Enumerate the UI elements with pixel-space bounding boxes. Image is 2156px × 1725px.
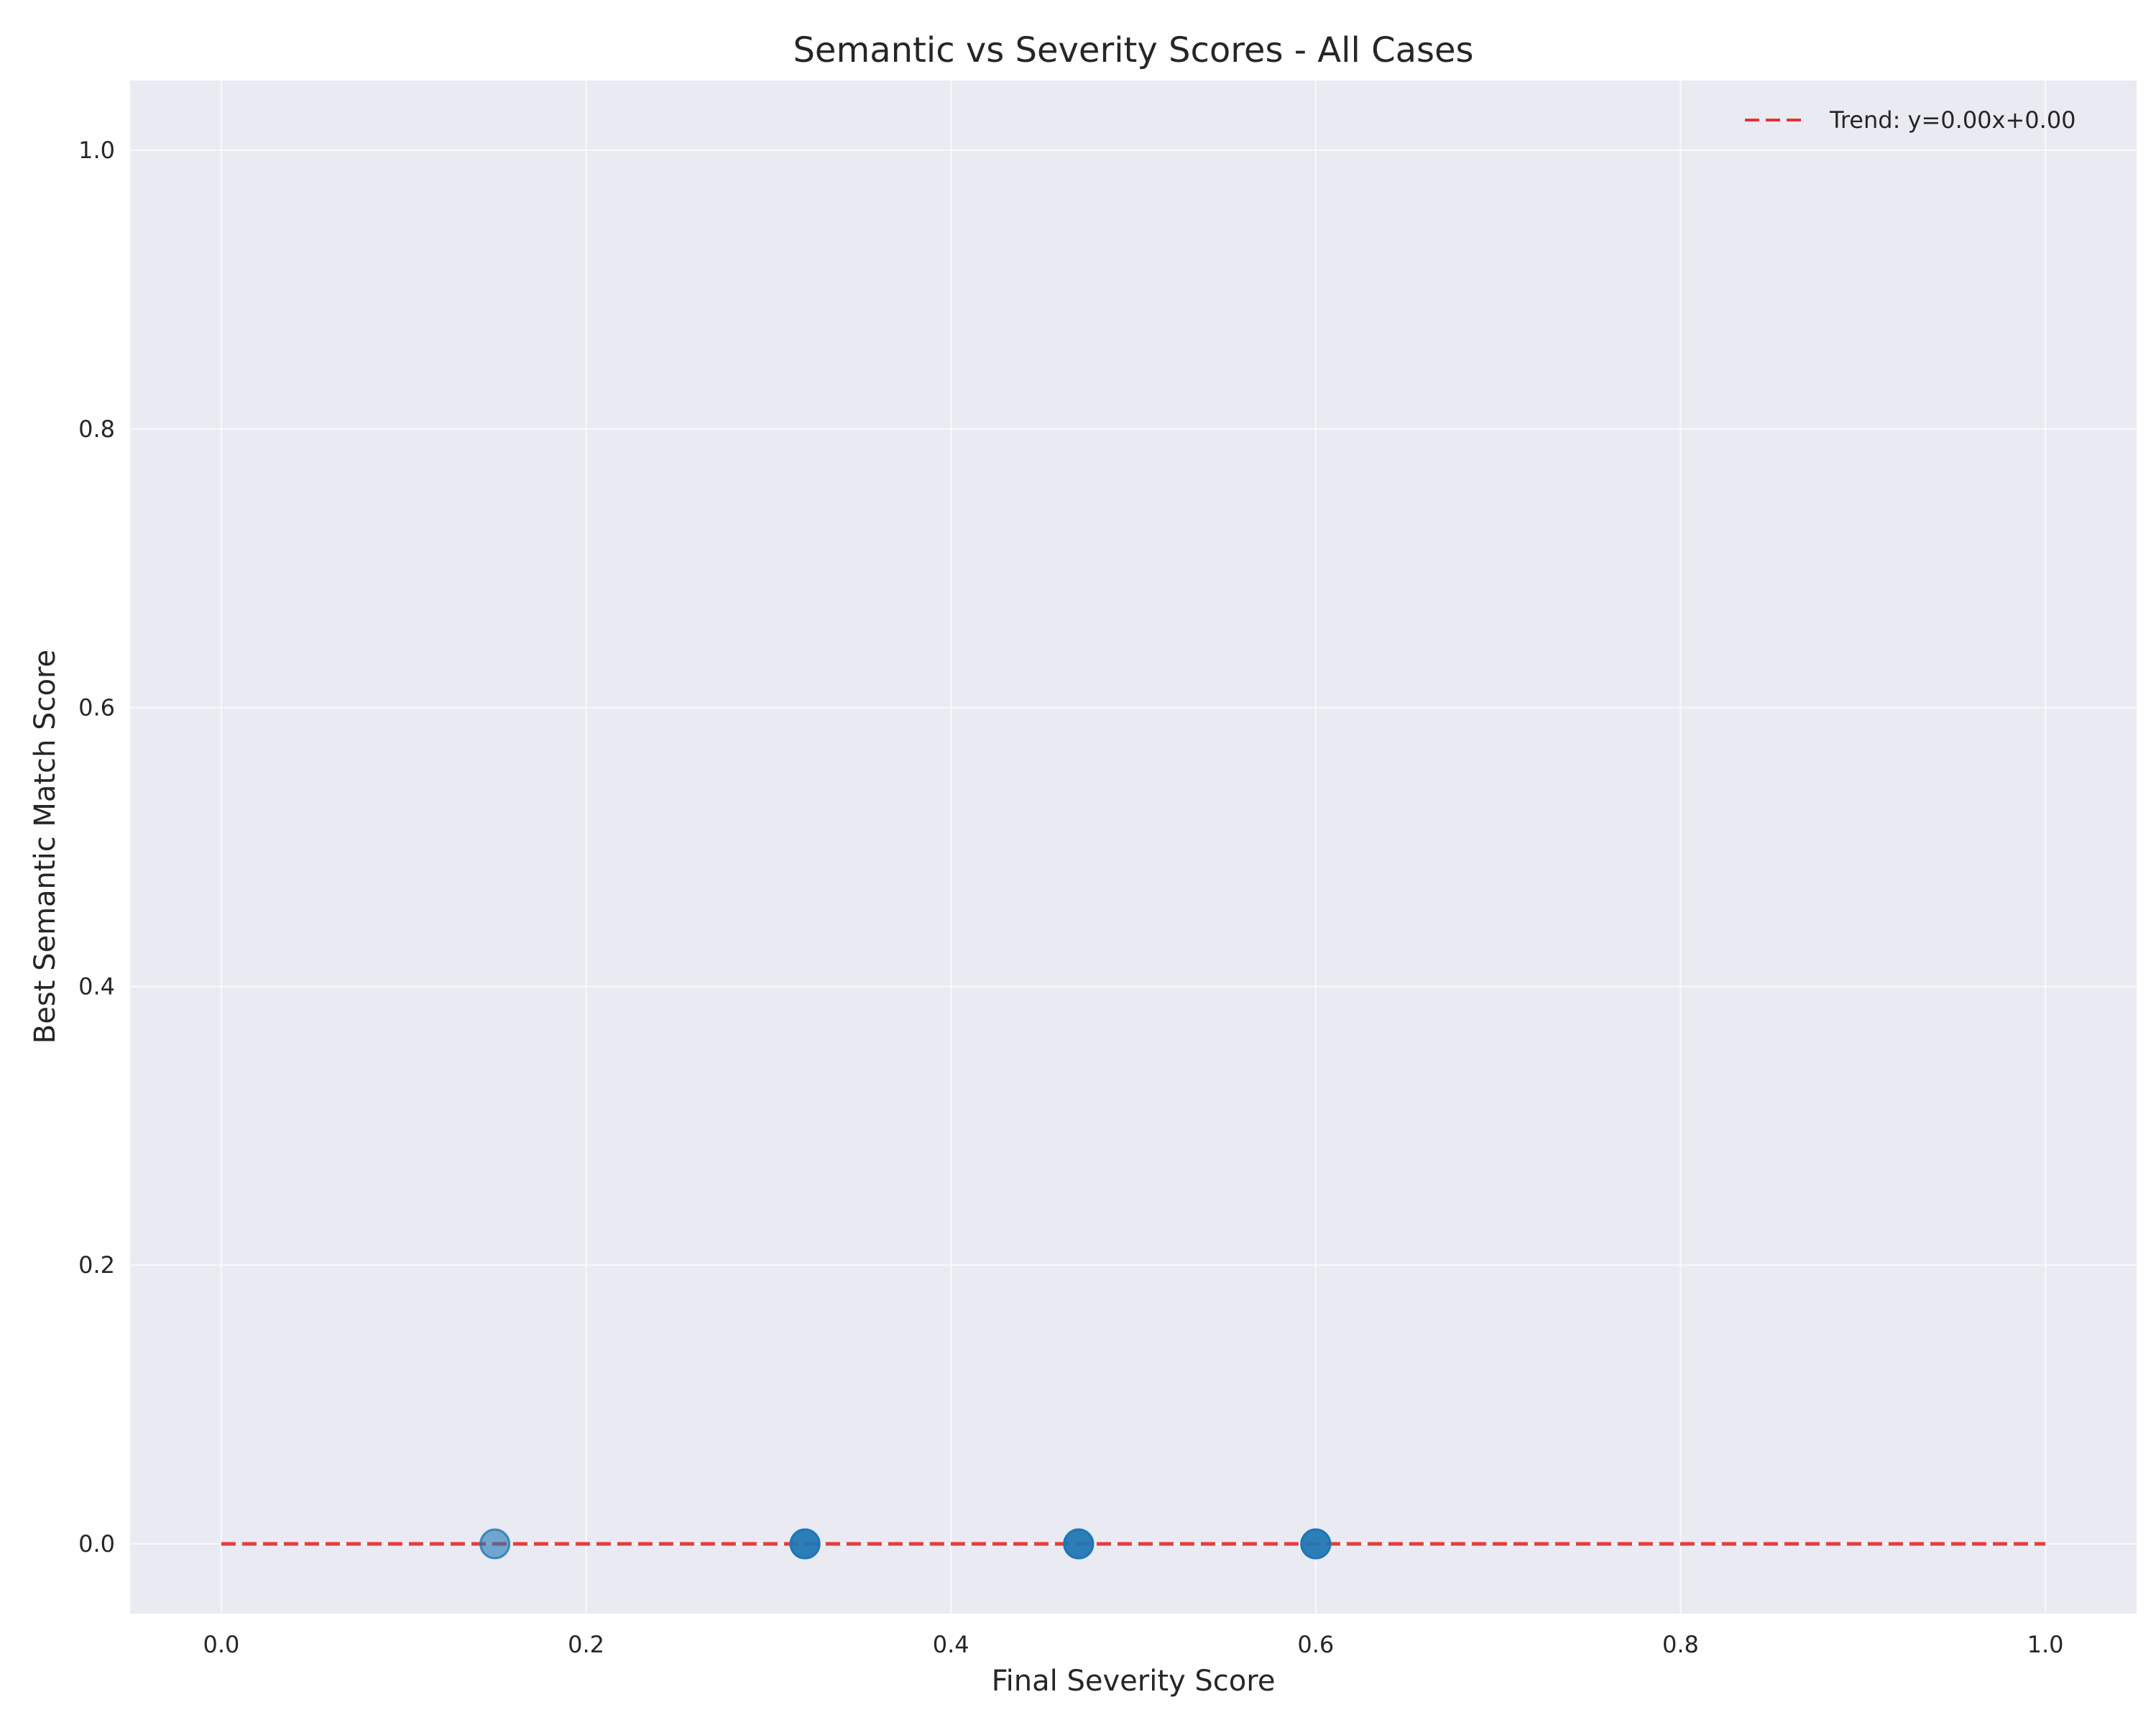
x-tick-label: 0.0 <box>203 1631 239 1658</box>
legend: Trend: y=0.00x+0.00 <box>1745 106 2076 134</box>
x-tick-label: 1.0 <box>2027 1631 2064 1658</box>
data-point <box>479 1528 511 1560</box>
plot-background <box>130 80 2137 1614</box>
x-tick-label: 0.8 <box>1662 1631 1699 1658</box>
y-tick-label: 0.0 <box>78 1530 115 1558</box>
x-axis-ticks: 0.0 0.2 0.4 0.6 0.8 1.0 <box>203 1631 2063 1658</box>
data-point <box>789 1528 821 1560</box>
data-point <box>1300 1528 1332 1560</box>
data-point <box>1063 1528 1095 1560</box>
y-axis-label: Best Semantic Match Score <box>29 650 62 1044</box>
chart-title: Semantic vs Severity Scores - All Cases <box>793 30 1473 70</box>
y-axis-ticks: 0.0 0.2 0.4 0.6 0.8 1.0 <box>78 137 115 1558</box>
x-tick-label: 0.2 <box>568 1631 604 1658</box>
legend-trend-label: Trend: y=0.00x+0.00 <box>1829 106 2076 134</box>
points-layer <box>479 1528 1332 1560</box>
y-tick-label: 0.6 <box>78 694 115 722</box>
y-tick-label: 0.8 <box>78 415 115 443</box>
x-tick-label: 0.4 <box>933 1631 969 1658</box>
y-tick-label: 0.2 <box>78 1251 115 1279</box>
x-tick-label: 0.6 <box>1297 1631 1334 1658</box>
y-tick-label: 0.4 <box>78 972 115 1000</box>
y-tick-label: 1.0 <box>78 137 115 164</box>
x-axis-label: Final Severity Score <box>992 1665 1276 1698</box>
